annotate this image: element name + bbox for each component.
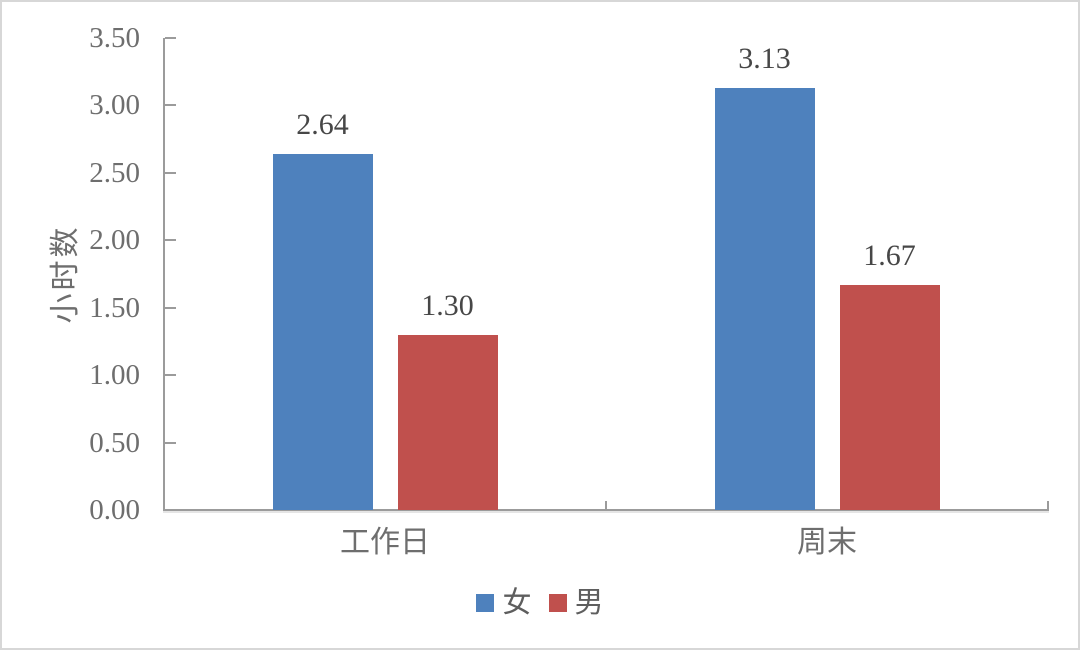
y-tick-label: 1.50 xyxy=(89,291,140,324)
legend: 女男 xyxy=(2,587,1078,619)
y-tick-label: 1.00 xyxy=(89,359,140,392)
bar-value-label: 2.64 xyxy=(296,107,349,141)
y-axis-line xyxy=(163,38,165,511)
y-tick-label: 3.50 xyxy=(89,22,140,54)
y-tick-label: 2.50 xyxy=(89,156,140,189)
bar-value-label: 3.13 xyxy=(738,41,791,75)
legend-color-swatch xyxy=(476,594,495,612)
bar xyxy=(397,334,498,510)
y-tick-mark xyxy=(165,374,176,377)
y-tick-label: 3.00 xyxy=(89,89,140,122)
y-tick-label: 0.50 xyxy=(89,426,140,459)
x-tick-mark xyxy=(1047,501,1049,510)
legend-item: 男 xyxy=(548,587,604,619)
legend-color-swatch xyxy=(548,594,567,612)
y-tick-mark xyxy=(165,171,176,174)
x-tick-mark xyxy=(605,501,607,510)
y-tick-label: 2.00 xyxy=(89,224,140,257)
legend-label: 男 xyxy=(574,587,604,619)
legend-label: 女 xyxy=(502,587,532,619)
x-axis-line xyxy=(163,509,1049,511)
y-tick-mark xyxy=(165,37,176,39)
legend-item: 女 xyxy=(476,587,532,619)
y-tick-label: 0.00 xyxy=(89,494,140,526)
x-category-label: 周末 xyxy=(797,526,857,559)
bar-value-label: 1.30 xyxy=(421,288,474,322)
y-tick-mark xyxy=(165,306,176,309)
bar xyxy=(839,284,940,510)
x-category-label: 工作日 xyxy=(340,526,430,559)
bar xyxy=(272,153,373,510)
y-tick-mark xyxy=(165,104,176,107)
y-tick-mark xyxy=(165,441,176,444)
y-tick-mark xyxy=(165,239,176,242)
y-tick-mark xyxy=(165,509,176,511)
bar-value-label: 1.67 xyxy=(863,238,916,272)
bar xyxy=(714,87,815,510)
